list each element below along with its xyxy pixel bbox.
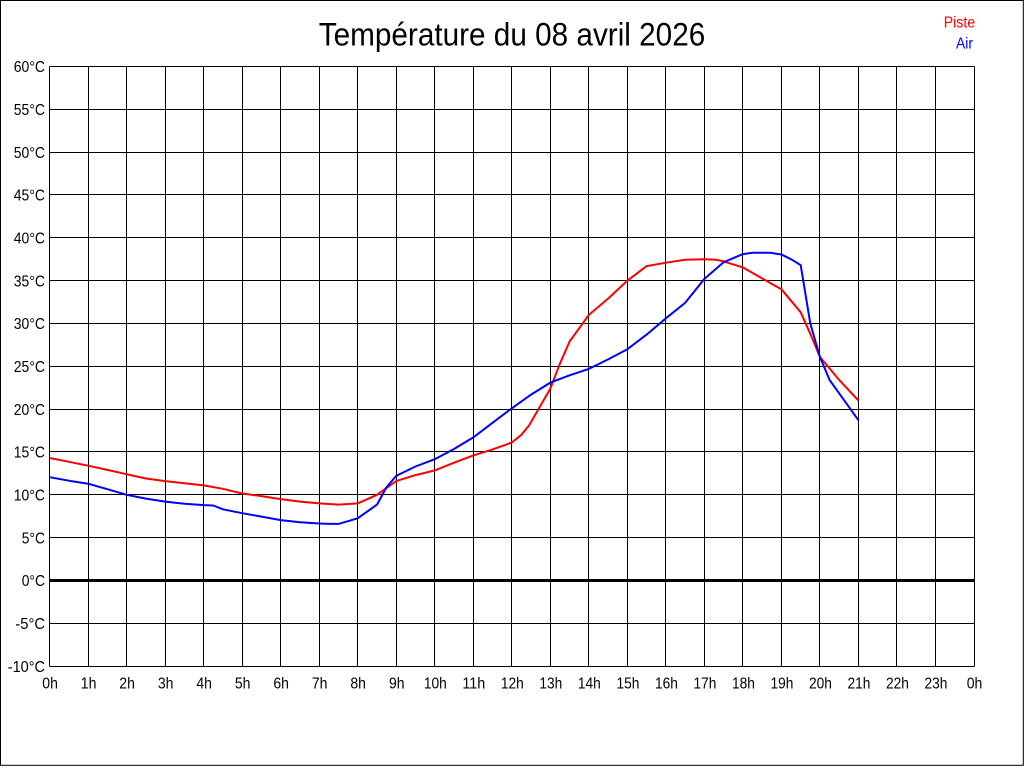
svg-text:15°C: 15°C [14,445,45,462]
svg-text:3h: 3h [158,675,174,692]
svg-text:5°C: 5°C [22,530,45,547]
svg-text:45°C: 45°C [14,188,45,205]
svg-text:60°C: 60°C [14,59,45,76]
svg-text:19h: 19h [770,675,793,692]
svg-text:5h: 5h [235,675,251,692]
svg-text:15h: 15h [616,675,639,692]
svg-text:0h: 0h [42,675,58,692]
svg-text:30°C: 30°C [14,316,45,333]
svg-text:0°C: 0°C [22,573,45,590]
svg-text:-10°C: -10°C [8,659,45,676]
svg-text:55°C: 55°C [14,102,45,119]
svg-text:11h: 11h [462,675,485,692]
svg-text:40°C: 40°C [14,231,45,248]
svg-text:12h: 12h [501,675,524,692]
svg-text:2h: 2h [119,675,135,692]
svg-text:10h: 10h [424,675,447,692]
svg-text:35°C: 35°C [14,273,45,290]
svg-text:13h: 13h [539,675,562,692]
svg-text:16h: 16h [655,675,678,692]
svg-text:22h: 22h [886,675,909,692]
svg-text:14h: 14h [578,675,601,692]
svg-text:20°C: 20°C [14,402,45,419]
svg-text:-5°C: -5°C [15,616,45,633]
svg-text:20h: 20h [809,675,832,692]
svg-text:50°C: 50°C [14,145,45,162]
svg-text:4h: 4h [196,675,212,692]
svg-text:6h: 6h [273,675,289,692]
svg-text:17h: 17h [693,675,716,692]
svg-text:18h: 18h [732,675,755,692]
svg-text:25°C: 25°C [14,359,45,376]
svg-text:Piste: Piste [944,15,976,32]
svg-text:9h: 9h [389,675,405,692]
svg-text:1h: 1h [81,675,97,692]
svg-text:Air: Air [956,36,973,53]
svg-text:21h: 21h [848,675,871,692]
svg-text:7h: 7h [312,675,328,692]
svg-text:10°C: 10°C [14,487,45,504]
svg-text:8h: 8h [350,675,366,692]
svg-text:0h: 0h [967,675,983,692]
svg-text:Température du 08 avril 2026: Température du 08 avril 2026 [319,17,706,53]
svg-text:23h: 23h [925,675,948,692]
